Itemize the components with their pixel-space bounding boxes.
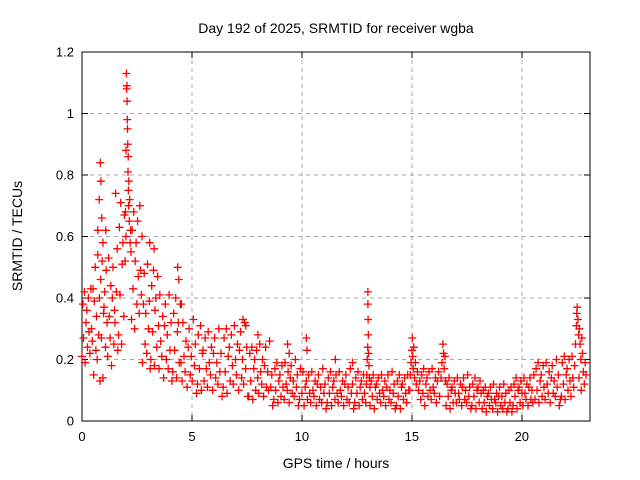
y-tick-label: 0.8 [56, 168, 74, 183]
y-tick-label: 0.4 [56, 291, 74, 306]
y-tick-label: 1.2 [56, 45, 74, 60]
x-tick-label: 10 [295, 429, 309, 444]
y-tick-label: 1 [67, 106, 74, 121]
y-tick-label: 0 [67, 414, 74, 429]
scatter-points [78, 69, 590, 416]
y-tick-label: 0.6 [56, 229, 74, 244]
x-tick-label: 5 [188, 429, 195, 444]
gridlines [82, 52, 590, 421]
x-tick-label: 20 [515, 429, 529, 444]
chart-title: Day 192 of 2025, SRMTID for receiver wgb… [198, 20, 474, 36]
x-tick-label: 15 [405, 429, 419, 444]
x-tick-label: 0 [78, 429, 85, 444]
x-axis-label: GPS time / hours [282, 455, 390, 471]
y-tick-label: 0.2 [56, 352, 74, 367]
plot-border [81, 51, 591, 422]
